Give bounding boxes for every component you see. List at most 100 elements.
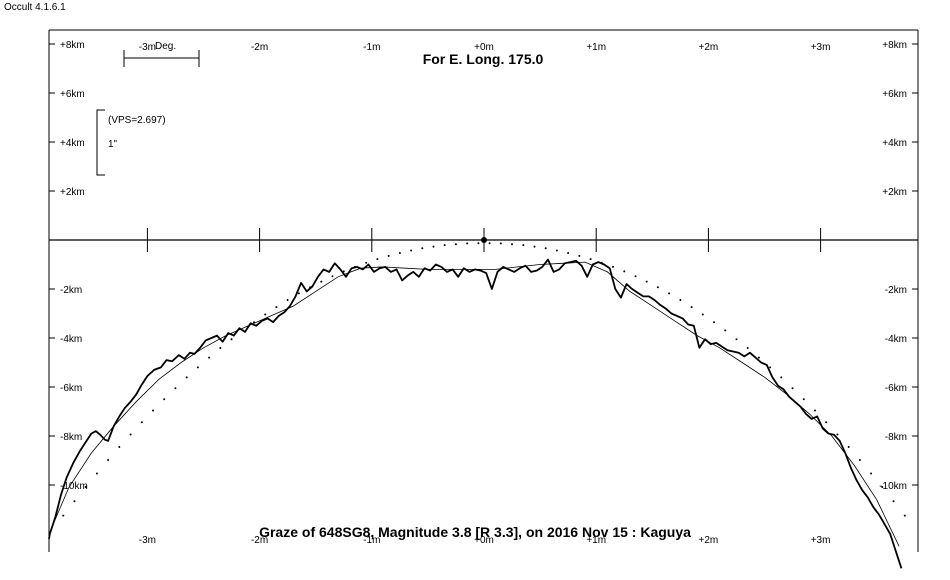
app-title: Occult 4.1.6.1	[4, 2, 66, 13]
vertical-scale-bracket: (VPS=2.697) 1"	[96, 109, 166, 176]
mean-limb-dot	[780, 376, 783, 379]
reference-point-marker	[481, 237, 487, 243]
mean-limb-dot	[578, 254, 581, 257]
mean-limb-dot	[466, 242, 469, 245]
mean-limb-dot	[410, 249, 413, 252]
mean-limb-dot	[73, 500, 76, 503]
bottom-x-tick-labels: -3m -2m -1m +0m +1m +2m +3m	[139, 535, 831, 546]
x-tick-label-top: +2m	[699, 42, 719, 53]
x-tick-label-top: +3m	[811, 42, 831, 53]
mean-limb-dot	[95, 472, 98, 475]
mean-limb-dot	[499, 242, 502, 245]
mean-limb-dot	[858, 459, 861, 461]
vps-label: (VPS=2.697)	[108, 115, 166, 126]
mean-limb-dot	[365, 261, 368, 264]
y-tick-label-right: -4km	[885, 334, 907, 345]
mean-limb-dot	[713, 321, 715, 324]
y-tick-label-right: +4km	[882, 138, 907, 149]
mean-limb-dot	[443, 244, 446, 247]
x-tick-label-bottom: +3m	[811, 535, 831, 546]
mean-limb-dot	[825, 421, 828, 424]
x-tick-label-top: -1m	[363, 42, 380, 53]
x-tick-label-bottom: -2m	[251, 535, 268, 546]
x-tick-label-top: -3m	[139, 42, 156, 53]
scale-bar-label: Deg.	[155, 41, 176, 52]
mean-limb-dot	[735, 338, 738, 341]
x-tick-label-bottom: +2m	[699, 535, 719, 546]
y-tick-label-right: -10km	[879, 481, 907, 492]
mean-limb-dot	[421, 247, 424, 250]
mean-limb-dot	[746, 347, 749, 349]
x-tick-label-bottom: -1m	[363, 535, 380, 546]
mean-limb-dot	[488, 242, 491, 245]
mean-limb-dot	[847, 446, 850, 448]
mean-limb-dot	[477, 242, 480, 245]
mean-limb-dots	[62, 242, 906, 517]
x-tick-label-bottom: -3m	[139, 535, 156, 546]
mean-limb-dot	[107, 459, 110, 461]
chart-title: For E. Long. 175.0	[423, 51, 544, 67]
mean-limb-dot	[219, 347, 222, 349]
y-tick-label-left: +2km	[60, 187, 85, 198]
y-tick-label-left: -4km	[60, 334, 82, 345]
mean-limb-dot	[668, 292, 671, 295]
mean-limb-dot	[567, 252, 570, 254]
mean-limb-dot	[544, 247, 547, 250]
mean-limb-dot	[802, 398, 805, 401]
mean-limb-dot	[118, 446, 121, 448]
mean-limb-dot	[724, 329, 727, 332]
mean-limb-dot	[297, 292, 300, 295]
y-tick-label-left: +6km	[60, 89, 85, 100]
y-tick-label-right: -6km	[885, 383, 907, 394]
plot-frame	[48, 29, 919, 552]
mean-limb-dot	[208, 356, 211, 359]
mean-limb-dot	[679, 299, 682, 301]
mean-limb-dot	[264, 313, 267, 316]
mean-limb-dot	[690, 306, 693, 309]
x-tick-label-bottom: +1m	[586, 535, 606, 546]
mean-limb-dot	[140, 421, 143, 424]
y-tick-label-left: -2km	[60, 285, 82, 296]
mean-limb-dot	[376, 258, 379, 261]
x-tick-label-top: -2m	[251, 42, 268, 53]
mean-limb-dot	[275, 306, 278, 309]
scale-bar: Deg.	[123, 41, 200, 67]
mean-limb-dot	[791, 387, 794, 390]
left-y-tick-labels: +8km +6km +4km +2km -2km -4km -6km -8km -10km	[49, 40, 88, 492]
right-y-tick-labels: +8km +6km +4km +2km -2km -4km -6km -8km -10km	[879, 40, 918, 492]
mean-limb-dot	[163, 398, 166, 401]
mean-limb-dot	[152, 409, 154, 412]
mean-limb-dot	[286, 299, 289, 301]
mean-limb-dot	[589, 258, 592, 261]
mean-limb-dot	[881, 486, 884, 488]
mean-limb-dot	[62, 514, 65, 517]
y-tick-label-right: +2km	[882, 187, 907, 198]
mean-limb-dot	[185, 376, 188, 379]
x-tick-label-top: +0m	[474, 42, 494, 53]
mean-limb-dot	[533, 245, 536, 248]
mean-limb-dot	[769, 366, 772, 369]
mean-limb-dot	[196, 366, 199, 369]
mean-limb-dot	[511, 243, 513, 246]
mean-limb-dot	[387, 254, 390, 257]
y-tick-label-left: +4km	[60, 138, 85, 149]
mean-limb-dot	[836, 433, 839, 436]
mean-limb-dot	[331, 275, 334, 278]
y-tick-label-right: -2km	[885, 285, 907, 296]
y-tick-label-left: -10km	[60, 481, 88, 492]
y-tick-label-right: +6km	[882, 89, 907, 100]
mean-limb-dot	[892, 500, 895, 503]
y-tick-label-left: -6km	[60, 383, 82, 394]
mean-limb-dot	[398, 252, 401, 254]
mean-limb-dot	[174, 387, 177, 390]
mean-limb-dot	[320, 280, 323, 283]
mean-limb-dot	[903, 514, 906, 517]
y-tick-label-left: +8km	[60, 40, 85, 51]
mean-limb-dot	[634, 275, 637, 278]
y-tick-label-left: -8km	[60, 432, 82, 443]
mean-limb-dot	[701, 313, 704, 316]
mean-limb-dot	[129, 433, 132, 436]
mean-limb-dot	[623, 270, 626, 273]
mean-limb-dot	[645, 280, 648, 283]
